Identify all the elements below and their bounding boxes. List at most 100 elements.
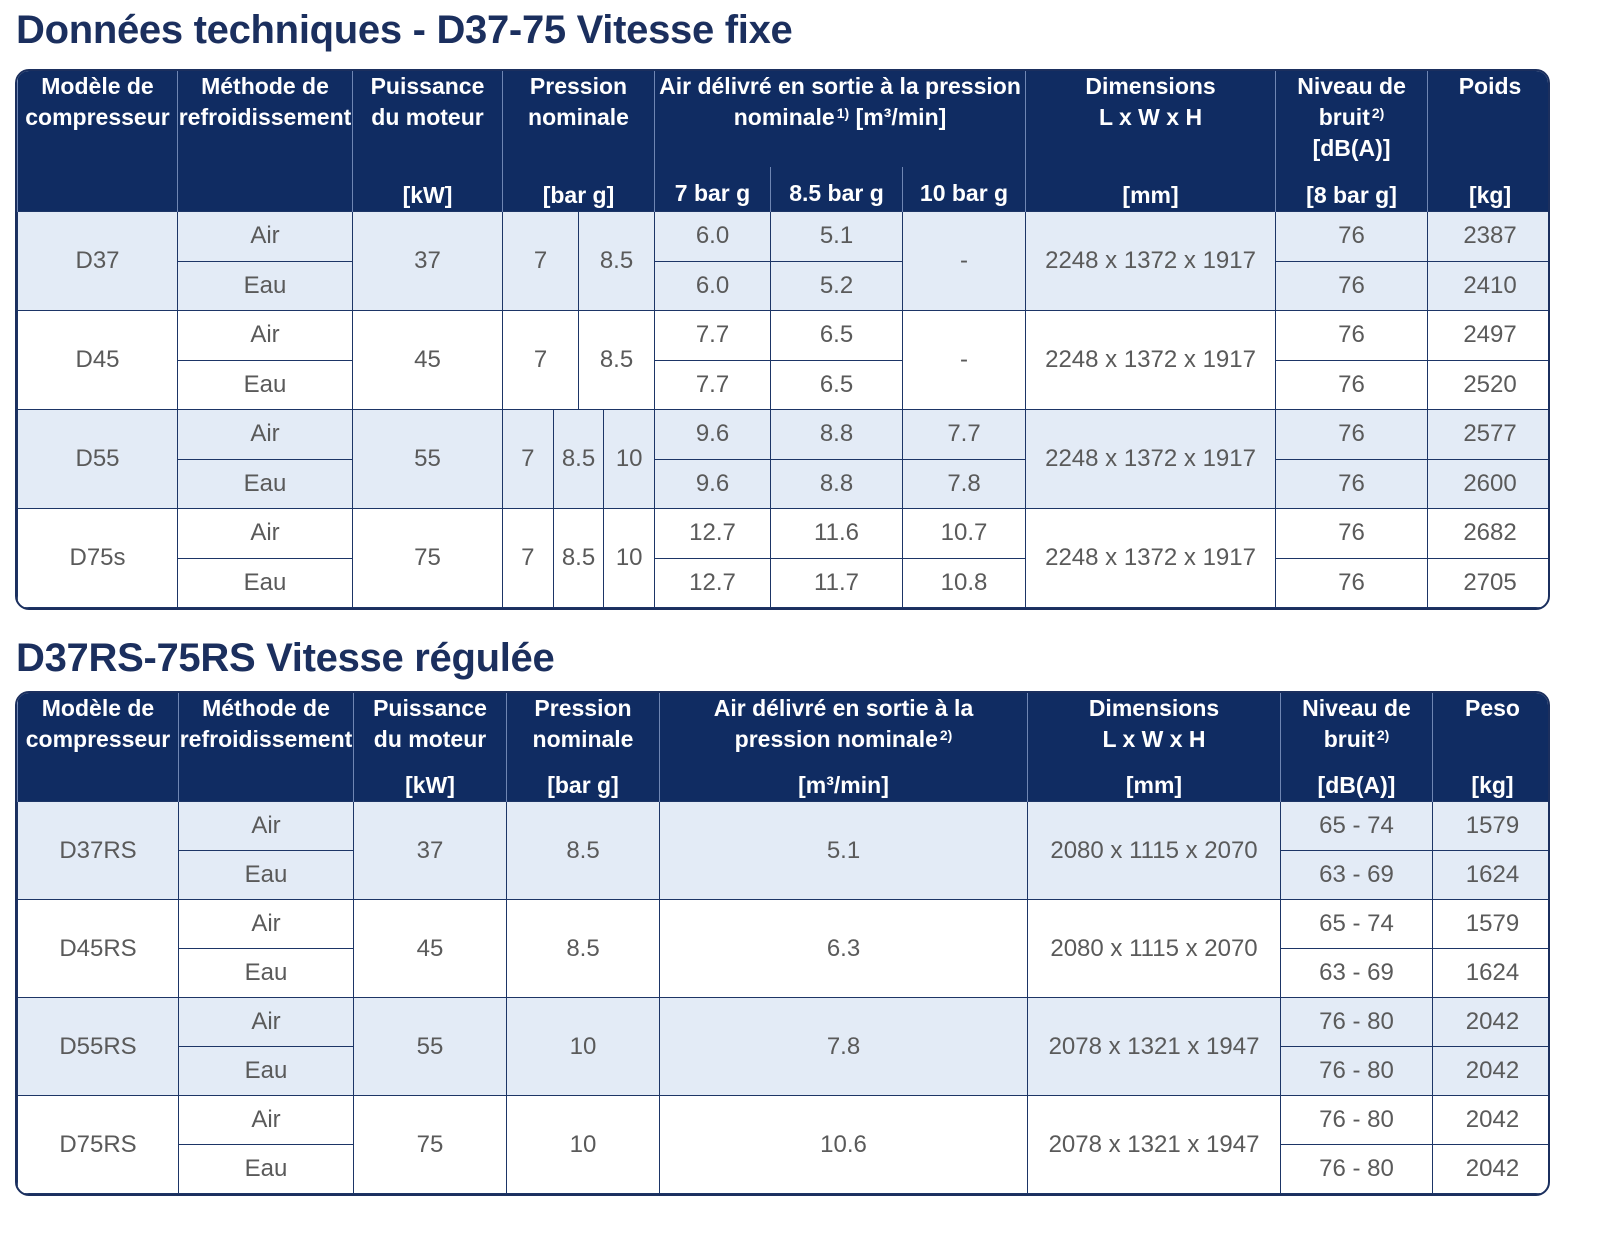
- power-cell: 55: [353, 997, 507, 1096]
- cooling-cell: Air: [178, 801, 354, 851]
- air-cell: 8.8: [770, 409, 903, 460]
- footnote-mark: 2): [1376, 727, 1390, 743]
- header-label: Puissance du moteur: [357, 71, 498, 133]
- noise-cell: 65 - 74: [1280, 899, 1433, 949]
- air-cell: 6.0: [654, 260, 771, 311]
- header-subtext: L x W x H: [1098, 104, 1203, 130]
- header-row: Modèle de compresseur Méthode de refroidi…: [17, 693, 1548, 802]
- model-cell: D45: [17, 310, 178, 410]
- cooling-cell: Eau: [177, 557, 353, 608]
- header-label: Modèle de compresseur: [22, 693, 174, 755]
- pressure-cell: 8.5: [506, 899, 660, 998]
- header-content: Niveau de bruit 2) [dB(A)]: [1285, 693, 1428, 801]
- table-body: D37RS Air 37 8.5 5.1 2080 x 1115 x 2070 65 - 7…: [17, 801, 1548, 1194]
- cooling-cell: Eau: [177, 458, 353, 509]
- header-label: Air délivré en sortie à la pression nomi…: [659, 71, 1021, 133]
- header-text: Modèle de compresseur: [25, 73, 170, 130]
- header-unit: [bar g]: [542, 182, 615, 208]
- air-cell: 6.5: [770, 359, 903, 410]
- header-label: Pression nominale: [511, 693, 655, 755]
- header-text: Dimensions: [1085, 73, 1216, 99]
- weight-cell: 2387: [1427, 211, 1548, 262]
- subheader-cell: 10 bar g: [901, 167, 1027, 212]
- header-cell: Modèle de compresseur: [17, 693, 179, 802]
- header-text: Modèle de compresseur: [25, 695, 171, 752]
- air-cell: 9.6: [654, 409, 771, 460]
- power-cell: 75: [352, 508, 503, 608]
- header-content: Pression nominale [bar g]: [507, 71, 650, 211]
- header-unit: [m³/min]: [798, 772, 889, 798]
- header-text: Puissance du moteur: [370, 73, 485, 130]
- air-cell: 12.7: [654, 557, 771, 608]
- pressure-value: 8.5: [552, 509, 604, 607]
- air-cell: 7.8: [659, 997, 1028, 1096]
- noise-cell: 65 - 74: [1280, 801, 1433, 851]
- body-row: Eau 76 - 80 2042: [18, 1046, 1548, 1096]
- pressure-value: 10: [603, 509, 654, 607]
- header-cell: Puissance du moteur [kW]: [353, 693, 507, 802]
- weight-cell: 2497: [1427, 310, 1548, 361]
- body-row: Eau 12.7 11.7 10.8 76 2705: [18, 557, 1548, 608]
- header-cell: Méthode de refroidissement: [178, 693, 354, 802]
- header-unit: [bar g]: [547, 772, 619, 798]
- body-row: Eau 7.7 6.5 76 2520: [18, 359, 1548, 410]
- noise-cell: 76: [1275, 359, 1429, 410]
- weight-cell: 2410: [1427, 260, 1548, 311]
- header-text: Méthode de refroidissement: [179, 695, 353, 752]
- body-row: D37 Air 37 7 8.5 6.0 5.1-2248 x 1372 x 1917 76 2…: [17, 211, 1548, 311]
- noise-cell: 76: [1275, 409, 1429, 460]
- header-unit: [mm]: [1125, 772, 1183, 798]
- noise-cell: 63 - 69: [1280, 850, 1433, 900]
- dimensions-cell: 2078 x 1321 x 1947: [1027, 997, 1281, 1096]
- header-text: Dimensions: [1088, 695, 1220, 721]
- header-text: Air délivré en sortie à la pression nomi…: [659, 73, 1021, 130]
- cooling-cell: Air: [178, 997, 354, 1047]
- dimensions-cell: 2078 x 1321 x 1947: [1027, 1095, 1281, 1194]
- air-cell: 5.1: [659, 801, 1028, 900]
- noise-cell: 76: [1275, 557, 1429, 608]
- header-cell: Air délivré en sortie à la pression nomi…: [653, 71, 1027, 167]
- cooling-cell: Eau: [177, 359, 353, 410]
- header-text: Poids: [1458, 73, 1522, 99]
- footnote-mark: 2): [939, 727, 953, 743]
- cooling-cell: Air: [177, 508, 353, 559]
- model-cell: D75s: [17, 508, 178, 608]
- spec-table: Modèle de compresseur Méthode de refroidi…: [17, 693, 1548, 1194]
- model-cell: D45RS: [17, 899, 179, 998]
- noise-cell: 76: [1275, 310, 1429, 361]
- header-text: Pression nominale: [528, 73, 629, 130]
- pressure-cell: 10: [506, 1095, 660, 1194]
- weight-cell: 1624: [1432, 850, 1548, 900]
- air-cell: 7.7: [654, 310, 771, 361]
- noise-cell: 76: [1275, 211, 1429, 262]
- header-cell: Puissance du moteur [kW]: [352, 71, 503, 212]
- pressure-group: 7 8.5: [503, 311, 654, 409]
- air-cell: 10.8: [901, 557, 1027, 608]
- cooling-cell: Eau: [177, 260, 353, 311]
- header-label: Dimensions L x W x H: [1085, 71, 1215, 133]
- air-cell: 6.5: [770, 310, 903, 361]
- air-cell: 7.8: [901, 458, 1027, 509]
- weight-cell: 2042: [1432, 1046, 1548, 1096]
- header-content: Niveau de bruit 2) [dB(A)] [8 bar g]: [1280, 71, 1423, 211]
- header-label: Méthode de refroidissement: [179, 71, 352, 133]
- body-row: D55 Air 55 7 8.5 10 9.6 8.8 7.7 2248 x 1372 x 191…: [17, 409, 1548, 509]
- air-cell: 6.3: [659, 899, 1028, 998]
- model-cell: D75RS: [17, 1095, 179, 1194]
- air-cell: 8.8: [770, 458, 903, 509]
- table-header: Modèle de compresseur Méthode de refroidi…: [17, 693, 1548, 802]
- header-content: Modèle de compresseur: [22, 71, 173, 211]
- weight-cell: 1579: [1432, 801, 1548, 851]
- header-unit: [8 bar g]: [1306, 182, 1397, 208]
- air-cell: 5.2: [770, 260, 903, 311]
- weight-cell: 2577: [1427, 409, 1548, 460]
- cooling-cell: Air: [177, 409, 353, 460]
- pressure-value: 10: [603, 410, 654, 508]
- header-label: Peso: [1465, 693, 1520, 724]
- cooling-cell: Eau: [178, 1046, 354, 1096]
- header-content: Poids [kg]: [1432, 71, 1548, 211]
- noise-cell: 63 - 69: [1280, 948, 1433, 998]
- weight-cell: 2042: [1432, 1144, 1548, 1194]
- pressure-value: 7: [521, 544, 535, 571]
